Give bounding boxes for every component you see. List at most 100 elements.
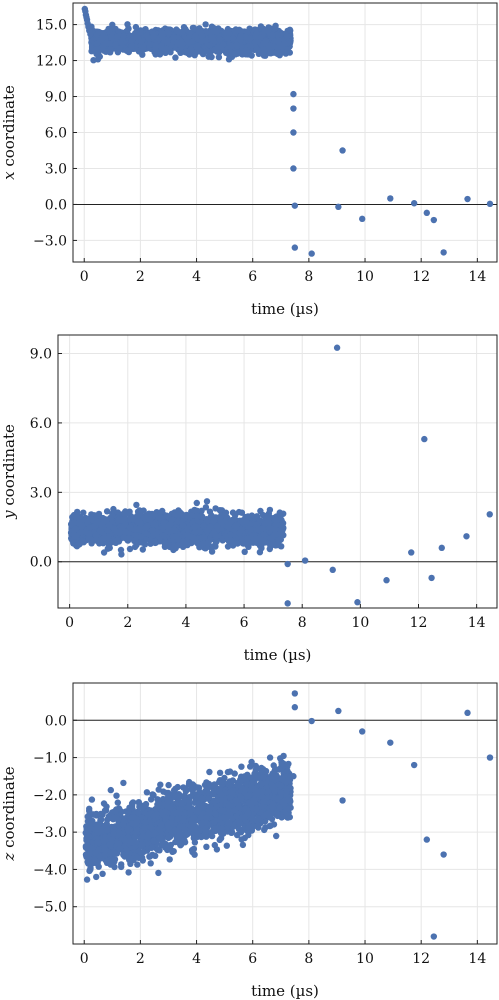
data-point (149, 527, 156, 534)
data-point (284, 33, 291, 40)
data-point (261, 520, 268, 527)
data-point (93, 518, 101, 526)
data-point (105, 521, 113, 529)
data-point (165, 30, 172, 37)
data-point (265, 42, 273, 49)
data-point (277, 522, 285, 529)
data-point (208, 33, 215, 40)
data-point (266, 754, 274, 761)
data-point (179, 543, 187, 550)
data-point (124, 21, 131, 28)
data-point (95, 28, 103, 36)
data-point (114, 33, 121, 40)
data-point (235, 508, 243, 516)
data-point (198, 32, 206, 39)
data-point (354, 599, 361, 606)
data-point (291, 244, 299, 251)
data-point (191, 523, 198, 530)
data-point (222, 532, 229, 539)
data-point (258, 525, 266, 532)
data-point (202, 21, 209, 28)
data-point (339, 147, 346, 154)
data-point (152, 42, 159, 49)
y-tick-label: 0.0 (45, 197, 67, 213)
data-point (150, 520, 157, 528)
data-point (234, 540, 241, 547)
data-point (241, 548, 248, 555)
data-point (108, 33, 115, 40)
data-point (383, 577, 390, 584)
data-point (210, 517, 217, 525)
data-point (225, 56, 233, 63)
x-tick-label: 2 (136, 269, 145, 285)
data-point (170, 543, 177, 550)
data-point (463, 533, 470, 540)
data-point (410, 200, 418, 207)
data-point (233, 41, 240, 49)
data-point (87, 30, 94, 38)
data-point (210, 28, 218, 35)
data-point (227, 536, 235, 544)
data-point (200, 534, 208, 541)
data-point (275, 38, 282, 45)
data-point (183, 511, 190, 519)
data-point (194, 42, 201, 49)
data-point (421, 435, 428, 443)
data-point (202, 504, 210, 511)
data-point (308, 250, 315, 257)
data-point (138, 38, 145, 45)
data-point (239, 518, 246, 526)
data-point (213, 523, 221, 530)
x-tick-label: 12 (412, 269, 430, 285)
data-point (408, 549, 415, 556)
data-point (206, 523, 214, 530)
data-point (301, 557, 309, 564)
data-point (72, 525, 79, 533)
data-point (188, 512, 195, 519)
y-tick-label: 9.0 (45, 90, 67, 106)
data-point (107, 46, 114, 53)
data-point (84, 518, 92, 525)
data-point (438, 544, 445, 552)
data-point (179, 522, 187, 529)
data-point (134, 518, 142, 525)
data-point (159, 30, 166, 37)
data-point (216, 36, 224, 43)
data-point (88, 540, 95, 547)
data-point (88, 511, 95, 518)
data-point (252, 535, 260, 542)
x-tick-label: 2 (123, 615, 132, 631)
data-point (132, 23, 140, 31)
data-point (161, 532, 168, 539)
data-point (222, 49, 230, 56)
data-point (95, 51, 102, 58)
data-point (138, 539, 145, 546)
data-point (244, 535, 251, 542)
data-point (125, 535, 132, 542)
data-point (208, 548, 216, 555)
data-point (221, 29, 229, 36)
data-point (290, 165, 297, 172)
x-tick-label: 4 (192, 269, 201, 285)
data-point (104, 40, 111, 47)
data-point (100, 549, 108, 556)
data-point (120, 32, 127, 40)
plot-frame (57, 334, 498, 609)
data-point (228, 517, 235, 525)
x-axis-label: time (µs) (244, 646, 312, 664)
y-tick-label: 6.0 (45, 126, 67, 142)
data-point (171, 511, 178, 518)
data-point (280, 532, 287, 539)
data-point (177, 38, 185, 46)
data-point (290, 105, 297, 112)
data-point (232, 522, 239, 530)
data-point (150, 33, 157, 40)
data-point (464, 195, 471, 203)
data-point (486, 511, 493, 518)
data-point (86, 524, 94, 531)
data-point (80, 509, 87, 516)
data-point (220, 41, 227, 48)
x-tick-label: 12 (410, 615, 428, 631)
data-point (230, 35, 237, 42)
data-point (126, 545, 134, 553)
